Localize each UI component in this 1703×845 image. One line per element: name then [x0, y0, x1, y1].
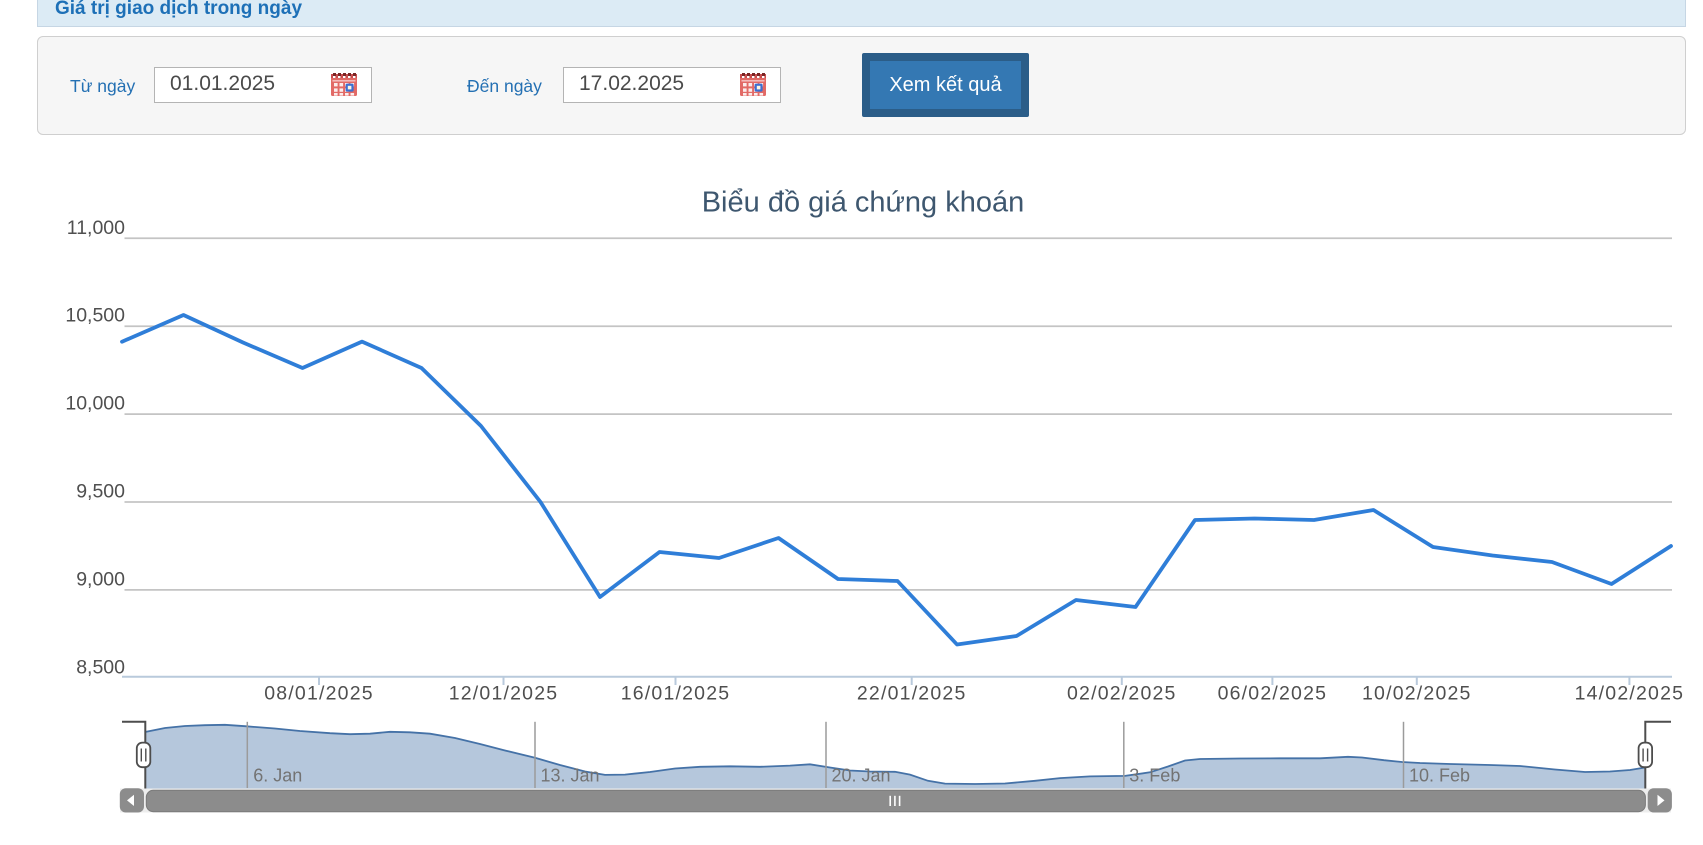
svg-text:9,500: 9,500 [76, 481, 125, 503]
svg-text:11,000: 11,000 [67, 217, 125, 239]
svg-text:10,500: 10,500 [65, 305, 125, 327]
svg-text:20. Jan: 20. Jan [832, 765, 891, 785]
svg-text:14/02/2025: 14/02/2025 [1575, 683, 1685, 705]
svg-text:02/02/2025: 02/02/2025 [1067, 683, 1177, 705]
svg-text:9,000: 9,000 [76, 568, 125, 590]
svg-text:6. Jan: 6. Jan [253, 765, 302, 785]
svg-text:Biểu đồ giá chứng khoán: Biểu đồ giá chứng khoán [702, 187, 1025, 219]
svg-text:16/01/2025: 16/01/2025 [621, 683, 731, 705]
svg-text:8,500: 8,500 [76, 656, 125, 678]
svg-text:06/02/2025: 06/02/2025 [1218, 683, 1328, 705]
svg-text:12/01/2025: 12/01/2025 [449, 683, 559, 705]
svg-text:10. Feb: 10. Feb [1409, 765, 1470, 785]
svg-text:10/02/2025: 10/02/2025 [1362, 683, 1472, 705]
svg-text:13. Jan: 13. Jan [541, 765, 600, 785]
svg-text:08/01/2025: 08/01/2025 [264, 683, 374, 705]
svg-text:10,000: 10,000 [65, 393, 125, 415]
svg-text:3. Feb: 3. Feb [1129, 765, 1180, 785]
svg-text:22/01/2025: 22/01/2025 [857, 683, 967, 705]
